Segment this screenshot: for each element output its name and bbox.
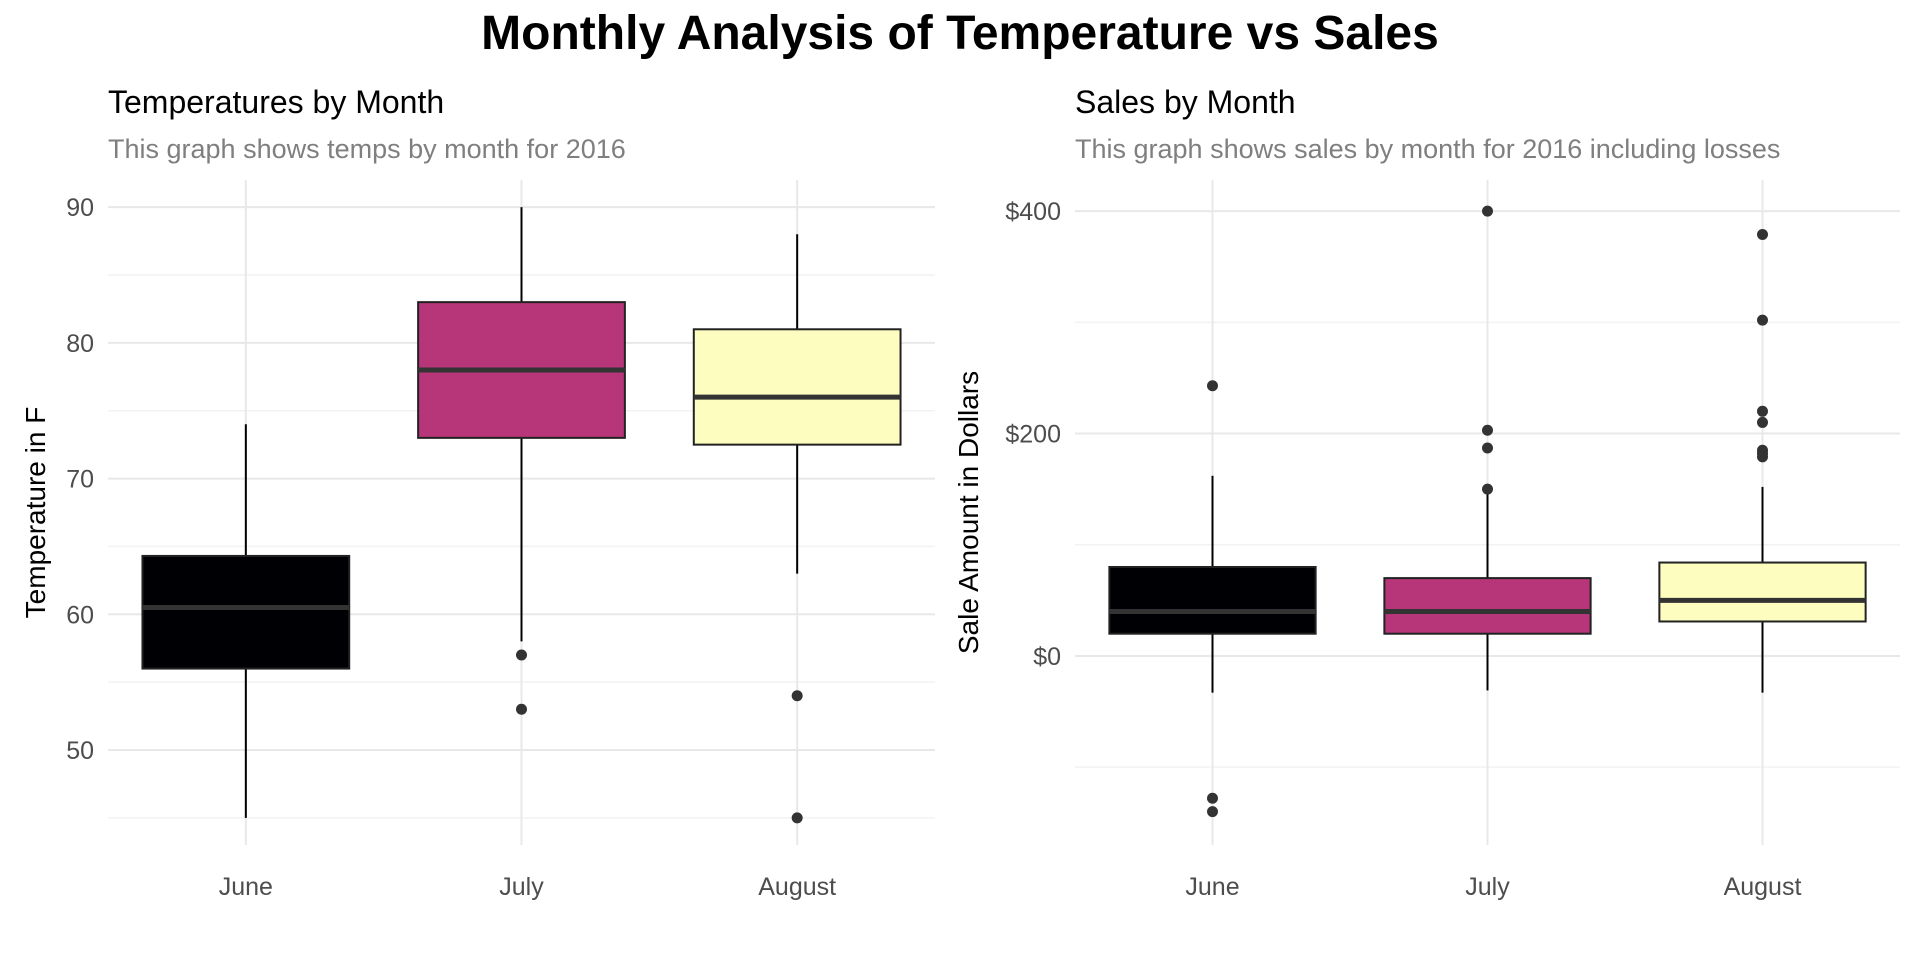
sales-y-tick-label: $200: [1005, 421, 1061, 449]
temperature-outlier-point: [516, 703, 527, 715]
temperature-y-tick-label: 90: [66, 194, 94, 222]
temperature-panel-subtitle: This graph shows temps by month for 2016: [108, 134, 626, 164]
sales-outlier-point: [1207, 792, 1218, 804]
sales-box-august: [1658, 561, 1867, 623]
sales-outlier-point: [1207, 806, 1218, 818]
temperature-box-june: [141, 554, 351, 670]
temperature-y-tick-label: 80: [66, 330, 94, 358]
sales-outlier-point: [1757, 228, 1768, 240]
sales-x-tick-label: July: [1465, 873, 1510, 901]
sales-y-tick-label: $400: [1005, 198, 1061, 226]
temperature-x-tick-label: July: [499, 873, 544, 901]
temperature-x-tick-label: August: [758, 873, 836, 901]
sales-box-june: [1108, 565, 1317, 635]
sales-outlier-point: [1757, 314, 1768, 326]
main-title: Monthly Analysis of Temperature vs Sales: [481, 7, 1439, 60]
sales-outlier-point: [1482, 483, 1493, 495]
temperature-x-tick-label: June: [219, 873, 273, 901]
sales-outlier-point: [1207, 380, 1218, 392]
sales-outlier-point: [1757, 451, 1768, 463]
sales-panel-subtitle: This graph shows sales by month for 2016…: [1075, 134, 1781, 164]
sales-x-tick-label: June: [1185, 873, 1239, 901]
temperature-y-tick-label: 60: [66, 601, 94, 629]
temperature-outlier-point: [791, 812, 803, 824]
temperature-box-august: [692, 328, 902, 446]
temperature-y-tick-label: 50: [66, 737, 94, 765]
sales-y-axis-title: Sale Amount in Dollars: [953, 371, 984, 654]
sales-outlier-point: [1482, 442, 1493, 454]
temperature-outlier-point: [791, 690, 803, 702]
sales-outlier-point: [1757, 405, 1768, 417]
sales-outlier-point: [1757, 416, 1768, 428]
sales-x-tick-label: August: [1724, 873, 1802, 901]
sales-outlier-point: [1482, 205, 1493, 217]
temperature-y-tick-label: 70: [66, 466, 94, 494]
sales-box-july: [1383, 577, 1592, 635]
sales-outlier-point: [1482, 424, 1493, 436]
temperature-panel-title: Temperatures by Month: [108, 84, 445, 120]
sales-y-tick-label: $0: [1033, 643, 1061, 671]
sales-panel-title: Sales by Month: [1075, 84, 1296, 120]
temperature-outlier-point: [516, 649, 527, 661]
temperature-y-axis-title: Temperature in F: [20, 407, 51, 619]
